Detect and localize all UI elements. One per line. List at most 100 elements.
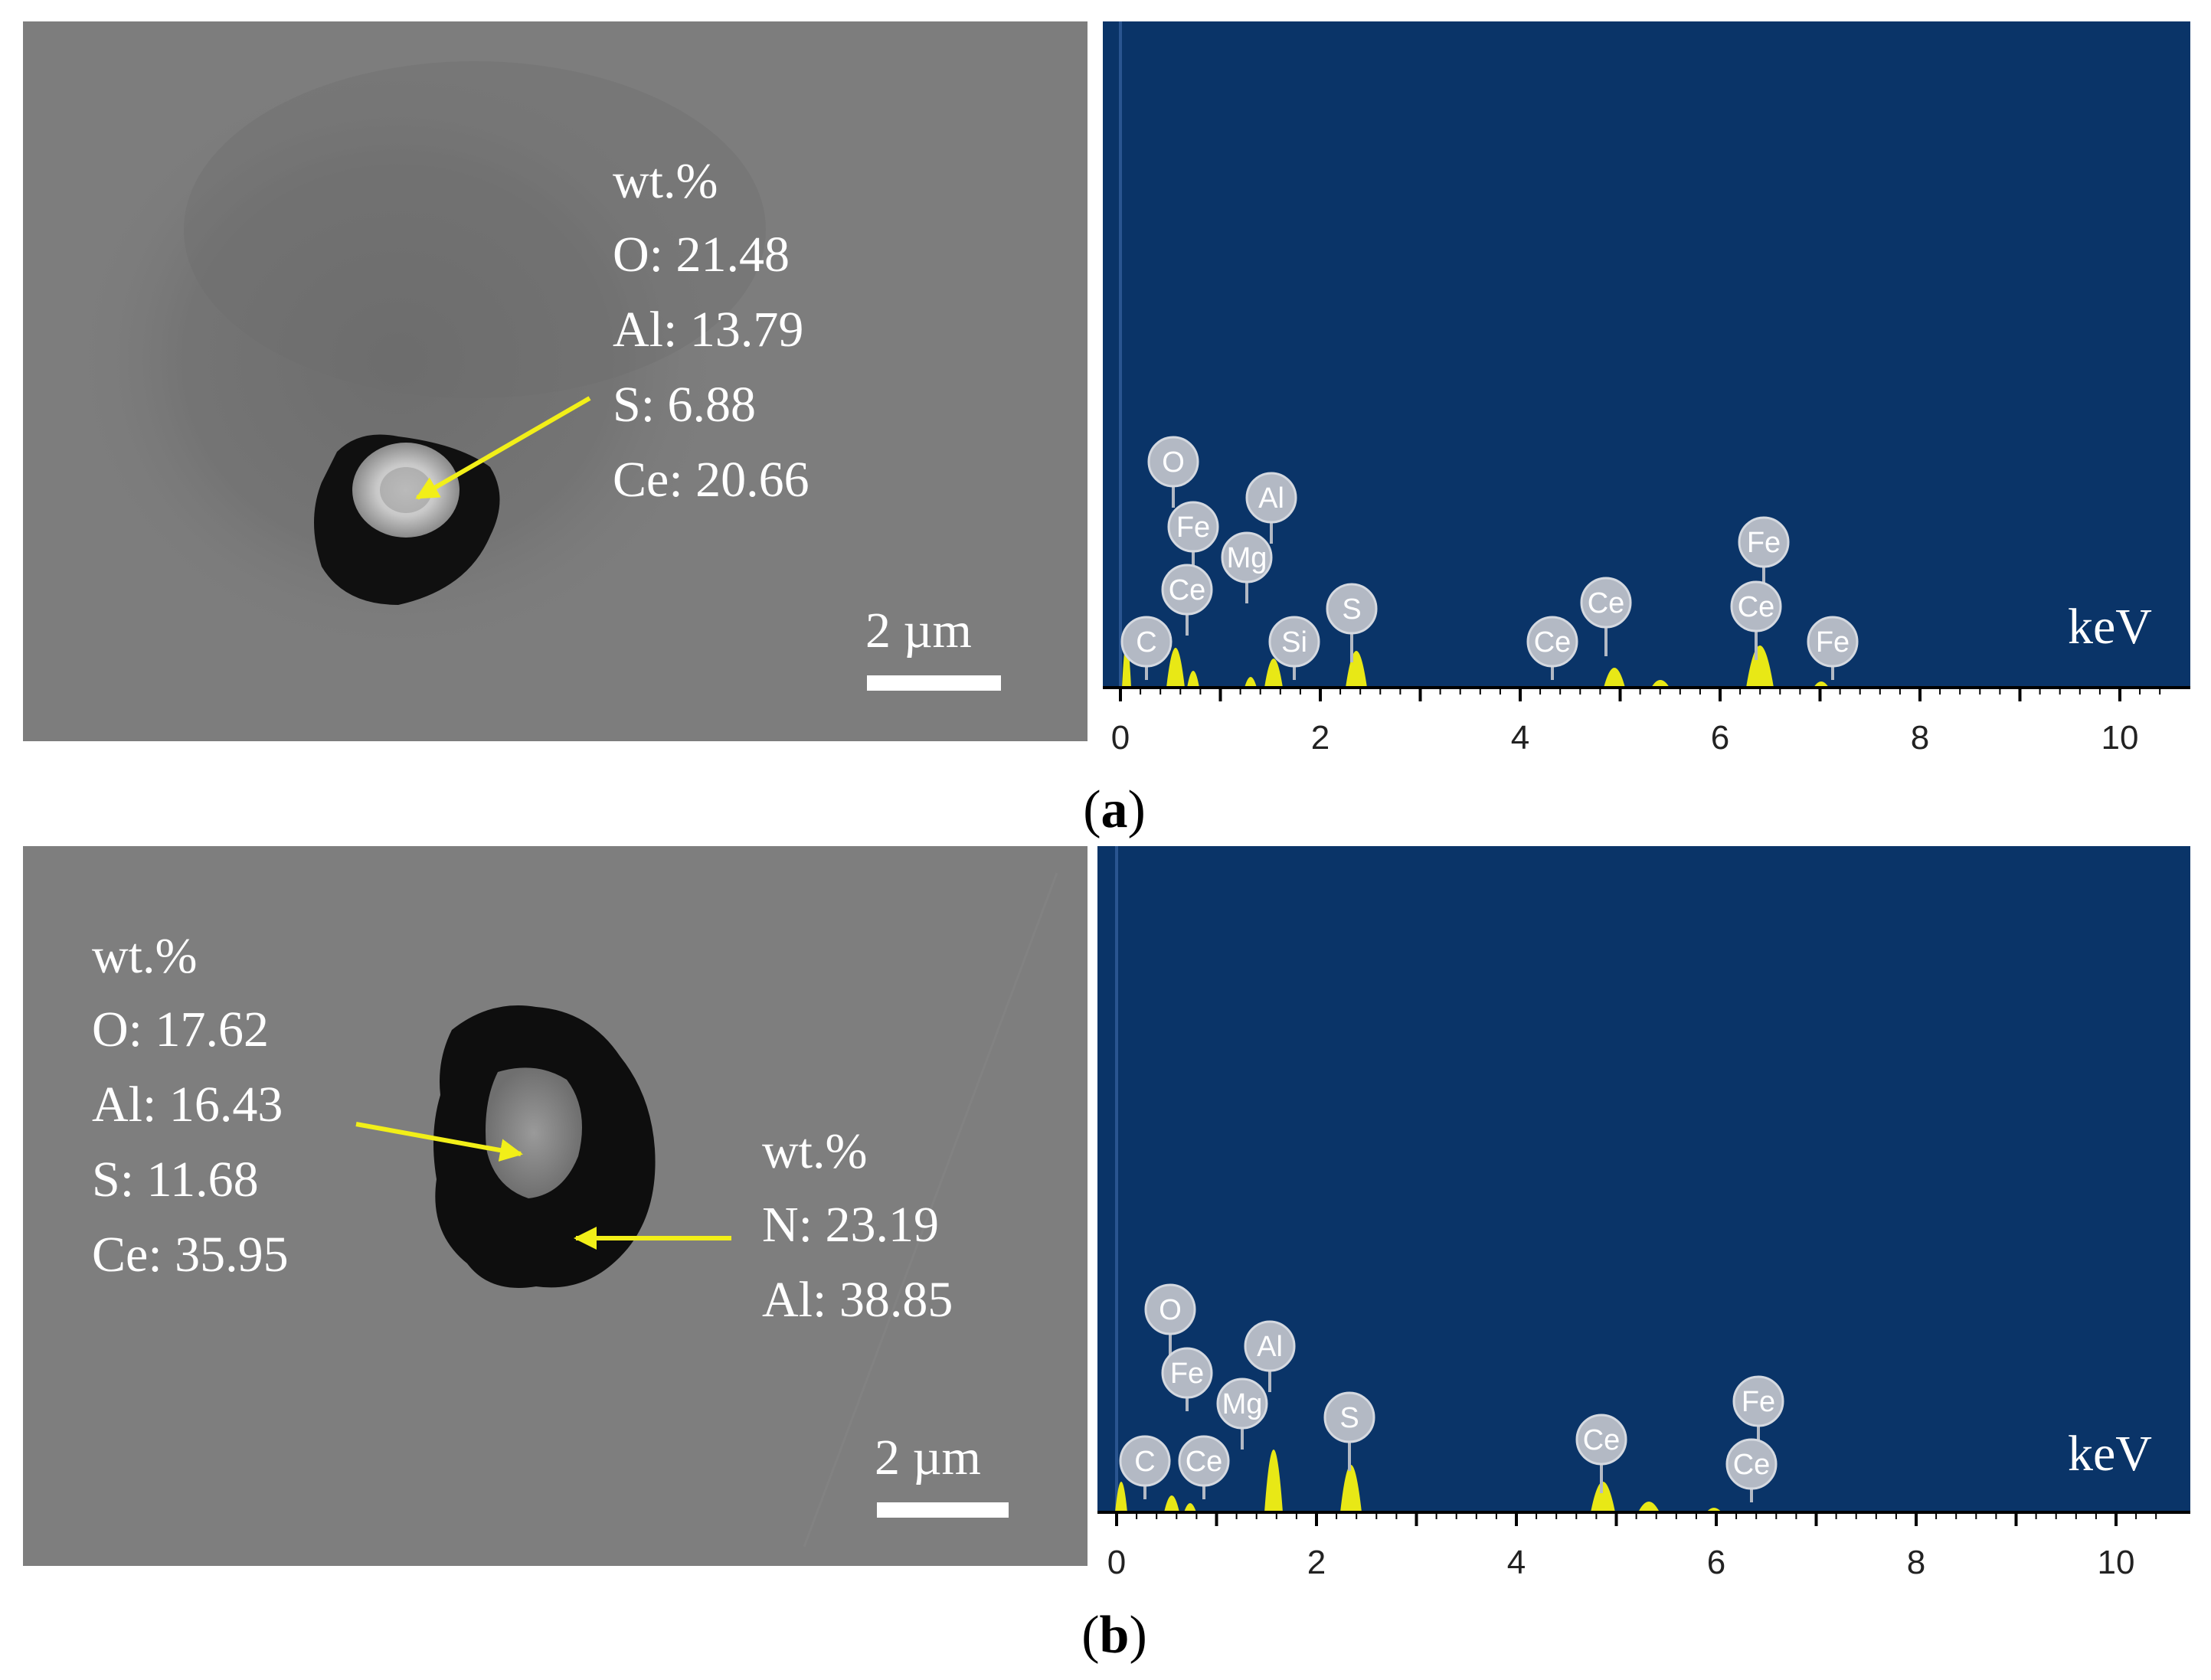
annotation-line: Ce: 20.66 [613,452,810,508]
element-label-bubble: Ce [1725,1438,1778,1502]
spectrum-peak [1591,1482,1615,1512]
element-label: Ce [1583,1424,1621,1456]
tick-label: 6 [1707,1544,1725,1581]
spectrum-peak [1115,1482,1127,1512]
element-label: Al [1257,1331,1283,1363]
sem-image-b [23,846,1088,1566]
x-ticks [1119,688,2161,701]
caption-a: (a) [1083,780,1146,839]
spectrum-peak [1245,677,1257,688]
element-label-bubble: S [1326,583,1378,662]
element-label-bubble: Fe [1738,516,1790,588]
element-label: Si [1281,626,1307,659]
element-label-bubble: C [1119,1435,1171,1499]
element-labels: O Fe Al Mg S C Ce Ce Fe Ce [1119,1283,1784,1502]
element-label: S [1342,593,1361,626]
svg-text:(b): (b) [1081,1606,1147,1665]
element-label: Fe [1747,527,1781,559]
unit-label: keV [2068,599,2152,655]
element-label: C [1134,1446,1155,1478]
annotation-line: O: 21.48 [613,227,790,283]
spectrum-peak [1264,1450,1283,1512]
element-label-bubble: C [1120,616,1173,680]
element-label: Fe [1816,626,1850,659]
element-label-bubble: Ce [1575,1414,1627,1493]
element-label: O [1162,446,1185,479]
spectrum-peak [1166,648,1185,688]
element-label-bubble: O [1147,436,1199,508]
tick-label: 10 [2101,719,2139,757]
arrow-b1 [355,1122,523,1162]
caption-b: (b) [1081,1606,1147,1665]
element-label-bubble: Ce [1161,564,1213,636]
element-label-bubble: Ce [1580,577,1632,656]
annotation-a: wt.% O: 21.48 Al: 13.79 S: 6.88 Ce: 20.6… [613,153,810,508]
spectrum-peaks [1115,1450,1722,1512]
element-labels: O Fe Al Mg Ce S C Si Ce Ce Fe Ce Fe [1120,436,1859,680]
tick-label: 8 [1907,1544,1925,1581]
annotation-b2: wt.% N: 23.19 Al: 38.85 [762,1123,953,1328]
spectrum-peak [1264,659,1283,688]
caption-letter: b [1100,1606,1130,1665]
tick-label: 4 [1511,719,1529,757]
element-label: O [1159,1294,1182,1326]
element-label: C [1136,626,1156,659]
scale-bar-a: 2 µm [865,603,1001,691]
tick-label: 4 [1507,1544,1526,1581]
caption-letter: a [1101,780,1128,839]
x-tick-labels-b: 0 2 4 6 8 10 [1107,1544,2135,1581]
element-label-bubble: Al [1245,472,1297,544]
sem-image-a [23,21,1088,741]
spectrum-peak [1187,671,1199,688]
element-label: Ce [1169,574,1206,606]
annotation-line: Ce: 35.95 [92,1227,289,1283]
tick-label: 2 [1307,1544,1326,1581]
element-label-bubble: Al [1244,1320,1296,1392]
tick-label: 0 [1107,1544,1126,1581]
element-label: Ce [1738,591,1775,623]
x-ticks [1115,1512,2157,1526]
unit-label: keV [2068,1426,2152,1482]
element-label: Fe [1742,1386,1775,1418]
element-label-bubble: Fe [1732,1375,1784,1447]
element-label: Fe [1170,1358,1204,1390]
element-label-bubble: O [1144,1283,1196,1355]
annotation-header: wt.% [92,928,197,984]
arrow-a [415,396,591,500]
svg-text:(a): (a) [1083,780,1146,839]
spectrum-peak [1340,1465,1362,1512]
element-label-bubble: Mg [1216,1378,1268,1450]
scale-bar-label: 2 µm [865,603,972,659]
element-label: Ce [1186,1446,1223,1478]
element-label: Ce [1534,626,1572,659]
element-label: Al [1258,482,1284,515]
annotation-line: Al: 13.79 [613,302,803,358]
element-label-bubble: Mg [1221,531,1273,603]
tick-label: 0 [1111,719,1130,757]
element-label-bubble: Si [1268,616,1320,680]
annotation-line: O: 17.62 [92,1002,269,1057]
spectrum-b: keV O Fe Al Mg S C Ce Ce Fe Ce [1097,846,2190,1526]
element-label: Fe [1176,512,1210,544]
annotation-line: Al: 16.43 [92,1077,283,1133]
element-label-bubble: Ce [1526,616,1578,680]
element-label-bubble: S [1323,1391,1375,1471]
annotation-header: wt.% [762,1123,867,1179]
element-label-bubble: Fe [1161,1347,1213,1411]
element-label: Mg [1222,1388,1263,1420]
element-label-bubble: Ce [1178,1435,1230,1499]
spectrum-peak [1638,1502,1660,1512]
tick-label: 2 [1311,719,1330,757]
scale-bar-b: 2 µm [875,1430,1009,1518]
spectrum-peak [1746,646,1774,688]
annotation-b1: wt.% O: 17.62 Al: 16.43 S: 11.68 Ce: 35.… [92,928,289,1283]
element-label: S [1339,1402,1359,1434]
element-label-bubble: Fe [1807,616,1859,680]
element-label: Mg [1227,542,1267,574]
tick-label: 6 [1711,719,1729,757]
element-label-bubble: Ce [1730,580,1782,660]
spectrum-peak [1164,1495,1179,1512]
x-tick-labels-a: 0 2 4 6 8 10 [1111,719,2139,757]
annotation-line: S: 6.88 [613,377,756,433]
annotation-line: N: 23.19 [762,1197,939,1253]
